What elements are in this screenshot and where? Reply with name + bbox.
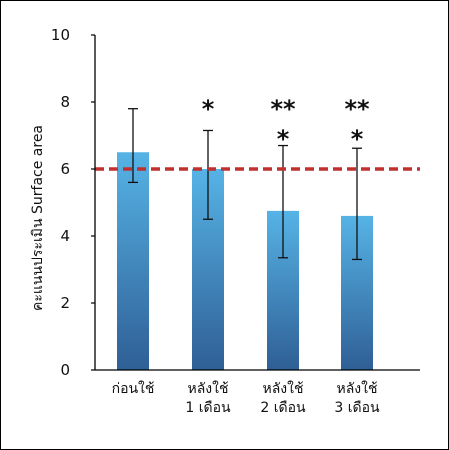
x-category-label: หลังใช้ 1 เดือน [185,380,231,416]
significance-layer: * ****** [202,95,370,153]
significance-marker: * [202,95,215,123]
error-bars-layer [128,108,362,261]
y-tick-label: 4 [60,227,70,245]
y-tick-label: 0 [60,361,70,379]
axes-layer [94,35,420,371]
significance-marker: * [351,125,364,153]
y-tick-label: 6 [60,160,70,178]
x-category-label: ก่อนใช้ [112,380,155,397]
significance-marker: * [277,125,290,153]
x-category-label: หลังใช้ 2 เดือน [260,380,306,416]
x-category-label: หลังใช้ 3 เดือน [334,380,380,416]
y-tick-label: 2 [60,294,70,312]
x-labels-layer: ก่อนใช้ หลังใช้ 1 เดือน หลังใช้ 2 เดือน หลังใ… [112,380,380,416]
error-bar-2 [203,129,213,220]
y-tick-label: 8 [60,93,70,111]
significance-marker: ** [344,95,370,123]
y-ticks-layer: 0 2 4 6 8 10 [51,26,95,379]
error-bar-3 [278,144,288,259]
significance-marker: ** [270,95,296,123]
y-axis-label: คะแนนประเมิน Surface area [30,125,46,311]
bar-1 [117,152,149,370]
bars-layer [117,152,373,370]
error-bar-4 [352,147,362,261]
y-tick-label: 10 [51,26,70,44]
error-bar-1 [128,108,138,184]
